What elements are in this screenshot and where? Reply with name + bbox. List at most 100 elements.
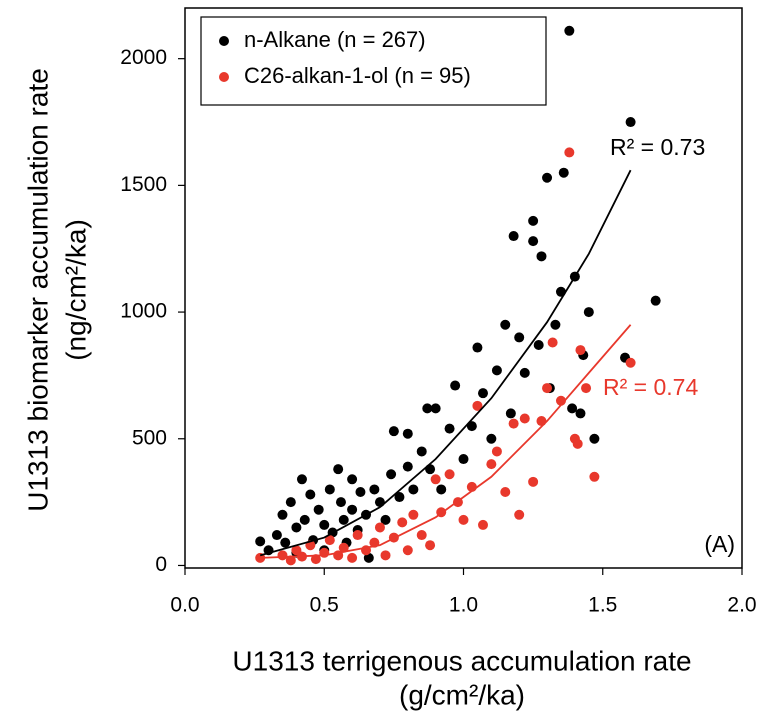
point (558, 167, 569, 178)
x-axis-title: U1313 terrigenous accumulation rate (232, 645, 691, 676)
point (416, 530, 427, 541)
point (402, 428, 413, 439)
point (299, 514, 310, 525)
point (352, 530, 363, 541)
point (519, 413, 530, 424)
point (338, 542, 349, 553)
point (466, 421, 477, 432)
point (374, 497, 385, 508)
legend-box (200, 16, 547, 106)
point (386, 469, 397, 480)
point (486, 459, 497, 470)
point (380, 550, 391, 561)
point (491, 446, 502, 457)
point (255, 536, 266, 547)
point (583, 307, 594, 318)
point (589, 433, 600, 444)
point (542, 172, 553, 183)
point (338, 514, 349, 525)
fit-line (259, 169, 632, 557)
point (491, 365, 502, 376)
point (572, 438, 583, 449)
x-tick-label: 1.5 (588, 594, 617, 617)
y-tick-label: 500 (132, 426, 167, 449)
legend-label: C26-alkan-1-ol (n = 95) (244, 63, 471, 88)
point (394, 492, 405, 503)
point (397, 517, 408, 528)
point (505, 408, 516, 419)
x-tick-label: 1.0 (449, 594, 478, 617)
point (347, 552, 358, 563)
point (285, 497, 296, 508)
point (528, 236, 539, 247)
legend-marker (219, 72, 229, 82)
point (347, 504, 358, 515)
y-tick-label: 1000 (120, 300, 167, 323)
point (355, 486, 366, 497)
point (589, 471, 600, 482)
point (581, 383, 592, 394)
point (291, 522, 302, 533)
point (477, 519, 488, 530)
point (450, 380, 461, 391)
point (313, 504, 324, 515)
point (547, 337, 558, 348)
point (277, 509, 288, 520)
point (500, 319, 511, 330)
point (430, 403, 441, 414)
point (319, 519, 330, 530)
point (625, 357, 636, 368)
point (458, 454, 469, 465)
panel-label: (A) (704, 531, 735, 557)
y-axis-title: U1313 biomarker accumulation rate (22, 68, 53, 512)
point (277, 550, 288, 561)
point (542, 383, 553, 394)
point (486, 433, 497, 444)
y-axis-title: (ng/cm²/ka) (60, 219, 91, 361)
point (416, 446, 427, 457)
point (363, 552, 374, 563)
point (305, 489, 316, 500)
fit-label: R² = 0.74 (603, 374, 698, 400)
point (347, 474, 358, 485)
point (402, 545, 413, 556)
point (514, 509, 525, 520)
point (388, 426, 399, 437)
point (472, 400, 483, 411)
point (402, 461, 413, 472)
point (536, 416, 547, 427)
x-axis-title: (g/cm²/ka) (399, 679, 525, 710)
point (567, 403, 578, 414)
point (514, 332, 525, 343)
point (550, 319, 561, 330)
y-tick-label: 0 (155, 553, 167, 576)
fit-label: R² = 0.73 (610, 134, 705, 160)
y-tick-label: 2000 (120, 46, 167, 69)
legend-marker (219, 36, 229, 46)
point (519, 367, 530, 378)
x-tick-label: 0.0 (170, 594, 199, 617)
point (324, 484, 335, 495)
legend-label: n-Alkane (n = 267) (244, 27, 426, 52)
point (650, 295, 661, 306)
point (425, 540, 436, 551)
point (436, 484, 447, 495)
point (335, 497, 346, 508)
point (374, 522, 385, 533)
point (271, 530, 282, 541)
point (444, 423, 455, 434)
point (425, 464, 436, 475)
x-tick-label: 0.5 (310, 594, 339, 617)
y-tick-label: 1500 (120, 173, 167, 196)
point (500, 486, 511, 497)
point (625, 117, 636, 128)
point (422, 403, 433, 414)
point (380, 514, 391, 525)
point (408, 484, 419, 495)
point (444, 469, 455, 480)
point (296, 474, 307, 485)
point (369, 484, 380, 495)
point (430, 474, 441, 485)
fit-line (260, 324, 632, 559)
